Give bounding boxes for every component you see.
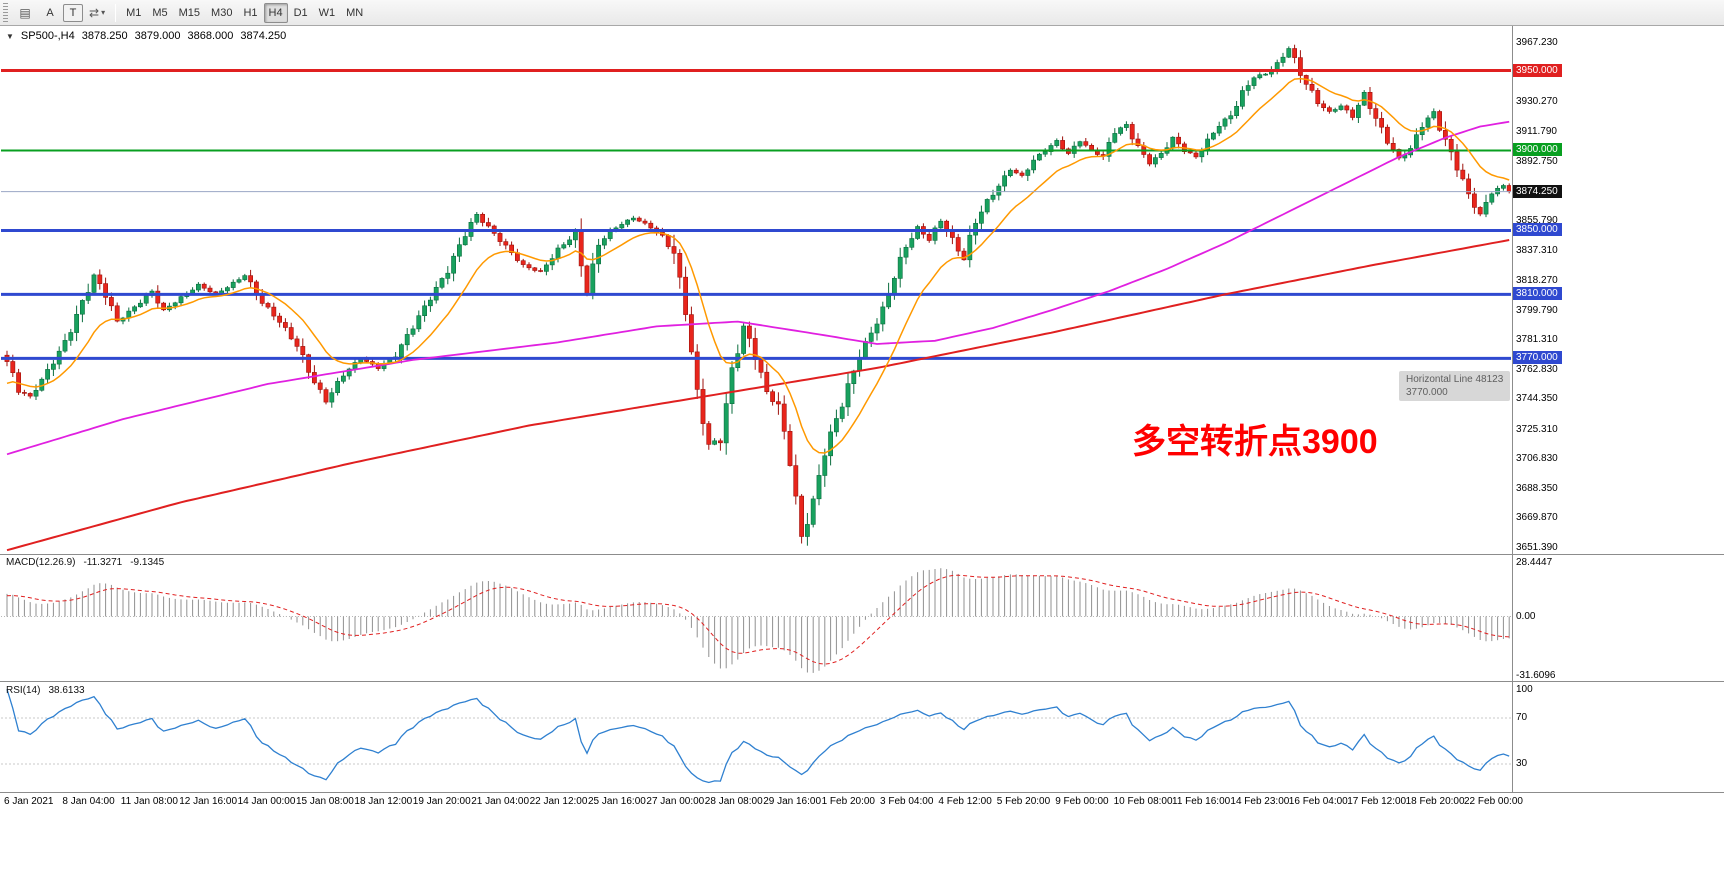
tooltip-title: Horizontal Line 48123 <box>1406 374 1504 385</box>
timeframe-button-m15[interactable]: M15 <box>178 6 201 19</box>
macd-header: MACD(12.26.9) -11.3271 -9.1345 <box>6 557 164 568</box>
time-scale[interactable] <box>0 793 1512 817</box>
macd-label: MACD(12.26.9) <box>6 557 76 568</box>
letter-t-icon: T <box>69 6 77 19</box>
arrows-dropdown-button[interactable]: ⇄ ▾ <box>84 3 110 23</box>
timeframe-button-h4[interactable]: H4 <box>263 2 288 23</box>
toolbar: ▤ A T ⇄ ▾ M1 M5 M15 M30 H1 H4 D1 W1 MN <box>0 0 1724 26</box>
price-scale[interactable] <box>1512 26 1724 792</box>
letter-a-icon: A <box>46 6 54 19</box>
annotation-text[interactable]: 多空转折点3900 <box>1132 423 1378 461</box>
button-a[interactable]: A <box>38 3 62 23</box>
timeframe-button-m1[interactable]: M1 <box>126 6 142 19</box>
low-value: 3868.000 <box>187 30 234 42</box>
arrows-icon: ⇄ <box>89 5 100 20</box>
timeframe-group: M1 M5 M15 M30 H1 H4 D1 W1 MN <box>121 2 368 23</box>
high-value: 3879.000 <box>134 30 181 42</box>
rsi-value: 38.6133 <box>48 685 85 696</box>
toolbar-gripper[interactable] <box>3 2 8 23</box>
object-tooltip: Horizontal Line 48123 3770.000 <box>1399 371 1511 401</box>
chart-list-button[interactable]: ▤ <box>13 3 37 23</box>
rsi-label: RSI(14) <box>6 685 41 696</box>
timeframe-button-m30[interactable]: M30 <box>211 6 233 19</box>
timeframe-button-h1[interactable]: H1 <box>243 6 258 19</box>
macd-signal-value: -9.1345 <box>130 557 165 568</box>
ohlc-header: ▼ SP500-,H4 3878.250 3879.000 3868.000 3… <box>6 30 286 42</box>
timeframe-button-mn[interactable]: MN <box>346 6 364 19</box>
timeframe-button-d1[interactable]: D1 <box>293 6 308 19</box>
timeframe-button-m5[interactable]: M5 <box>152 6 168 19</box>
open-value: 3878.250 <box>81 30 128 42</box>
rsi-header: RSI(14) 38.6133 <box>6 685 85 696</box>
button-t[interactable]: T <box>63 3 83 22</box>
caret-down-icon: ▾ <box>101 8 106 17</box>
symbol-period-label: SP500-,H4 <box>20 30 75 42</box>
macd-main-value: -11.3271 <box>83 557 123 568</box>
close-value: 3874.250 <box>240 30 287 42</box>
toolbar-separator <box>115 3 117 22</box>
tooltip-value: 3770.000 <box>1406 387 1448 398</box>
collapse-triangle-icon[interactable]: ▼ <box>6 31 14 41</box>
timeframe-button-w1[interactable]: W1 <box>318 6 336 19</box>
chart-list-icon: ▤ <box>19 5 31 20</box>
